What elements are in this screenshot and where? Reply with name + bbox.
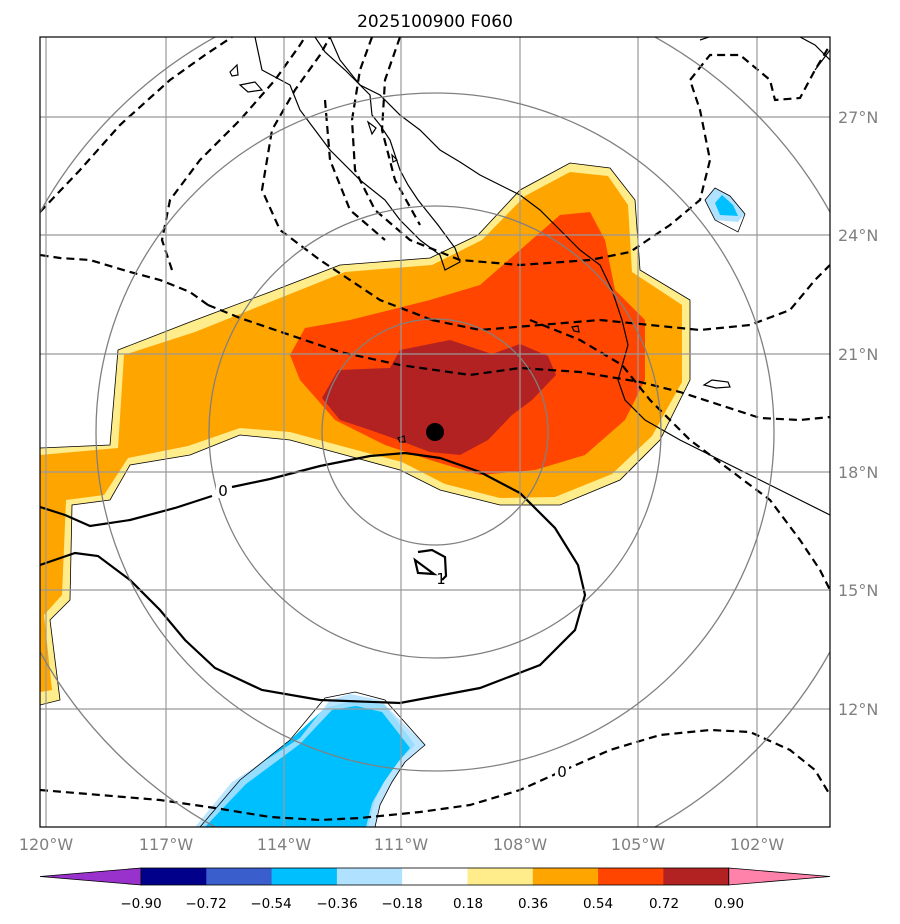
coastline-islet-3 — [397, 435, 406, 443]
lon-tick-label: 117°W — [139, 835, 194, 854]
lon-tick-label: 102°W — [730, 835, 785, 854]
range-rings — [40, 37, 830, 827]
coastline-islet-2 — [571, 325, 580, 333]
colorbar-segment — [663, 868, 730, 885]
coastline-islet-1 — [702, 379, 731, 389]
fill-firebrick — [322, 340, 556, 455]
solid-contour-zero — [40, 451, 587, 705]
colorbar-segment — [532, 868, 599, 885]
lat-tick-label: 24°N — [838, 226, 878, 245]
lat-tick-label: 15°N — [838, 581, 878, 600]
dashed-contour-3 — [40, 253, 830, 422]
lon-tick-label: 111°W — [374, 835, 429, 854]
dashed-contour-5 — [350, 37, 830, 267]
lat-tick-label: 27°N — [838, 108, 878, 127]
coastline-islet-6 — [366, 120, 377, 136]
solid-contours — [40, 451, 587, 705]
colorbar-label: 0.36 — [518, 896, 548, 912]
colorbar: −0.90 −0.72 −0.54 −0.36 −0.18 0.18 0.36 … — [39, 867, 831, 912]
colorbar-segment — [467, 868, 534, 885]
lat-tick-label: 21°N — [838, 345, 878, 364]
colorbar-segment — [598, 868, 664, 885]
colorbar-label: −0.72 — [185, 896, 226, 912]
colorbar-label: 0.18 — [453, 896, 483, 912]
lon-tick-label: 108°W — [493, 835, 548, 854]
dashed-contour-4 — [260, 37, 433, 322]
lon-tick-label: 105°W — [611, 835, 666, 854]
dashed-contour-2 — [160, 37, 306, 271]
shading-layer — [40, 162, 746, 827]
solid-contour-one — [413, 548, 448, 581]
colorbar-segment — [141, 868, 207, 885]
colorbar-label: 0.72 — [649, 896, 679, 912]
dashed-contour-7 — [380, 37, 421, 226]
contour-label-zero-south: 0 — [557, 763, 567, 781]
storm-center-marker — [426, 423, 444, 441]
colorbar-label: 0.90 — [714, 896, 744, 912]
dashed-contour-8 — [529, 318, 830, 591]
lon-tick-label: 120°W — [19, 835, 74, 854]
lat-tick-label: 18°N — [838, 463, 878, 482]
colorbar-outline — [140, 867, 730, 886]
colorbar-label: 0.54 — [583, 896, 613, 912]
fill-blue-east — [715, 195, 738, 216]
fill-blue-south-core — [205, 706, 410, 827]
colorbar-segment — [336, 868, 403, 885]
colorbar-label: −0.54 — [250, 896, 291, 912]
map-area: 0 1 0 — [40, 37, 830, 827]
lon-tick-label: 114°W — [257, 835, 312, 854]
dashed-contour-6 — [323, 99, 830, 332]
coastline-mainland-north — [254, 37, 461, 271]
colorbar-segment — [206, 868, 273, 885]
range-ring-2 — [208, 205, 662, 659]
contour-label-one: 1 — [436, 570, 446, 588]
colorbar-segment — [271, 868, 338, 885]
chart-title: 2025100900 F060 — [357, 12, 513, 32]
lat-axis: 12°N 15°N 18°N 21°N 24°N 27°N — [838, 108, 878, 719]
range-ring-3 — [95, 92, 775, 772]
coastline-islet-7 — [391, 153, 399, 163]
colorbar-label: −0.18 — [381, 896, 422, 912]
range-ring-1 — [321, 318, 549, 546]
colorbar-label: −0.90 — [120, 896, 161, 912]
colorbar-label: −0.36 — [316, 896, 357, 912]
contour-labels: 0 1 0 — [216, 482, 569, 781]
colorbar-extend-high — [728, 867, 831, 886]
gridlines — [40, 37, 830, 827]
colorbar-segment — [402, 868, 469, 885]
lon-axis: 120°W 117°W 114°W 111°W 108°W 105°W 102°… — [19, 835, 785, 854]
lat-tick-label: 12°N — [838, 700, 878, 719]
map-frame — [39, 36, 831, 828]
coastline-islet-4 — [229, 63, 239, 77]
coastline-islet-5 — [238, 81, 264, 93]
contour-label-zero-north: 0 — [218, 482, 228, 500]
colorbar-extend-low — [39, 867, 142, 886]
